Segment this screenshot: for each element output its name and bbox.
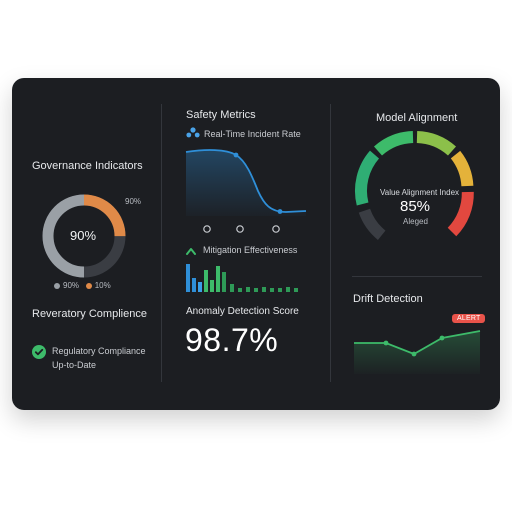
incident-rate-label: Real-Time Incident Rate (204, 129, 301, 139)
incident-rate-chart (185, 149, 307, 216)
mitigation-bar-5 (210, 280, 214, 292)
gauge-label: Value Alignment Index (380, 188, 460, 197)
mitigation-bar-chart (186, 264, 298, 292)
pagination-dot-3 (272, 225, 280, 233)
gauge-segment-2 (355, 150, 380, 206)
pagination-dots (203, 225, 280, 233)
incident-area (186, 150, 306, 216)
donut-center-value: 90% (70, 228, 97, 243)
mitigation-bar-6 (216, 266, 220, 292)
pagination-dot-1 (203, 225, 211, 233)
mitigation-bar-1 (186, 264, 190, 292)
gauge-segment-4 (416, 131, 457, 156)
legend-dot-primary (54, 282, 60, 289)
mitigation-bar-4 (204, 270, 208, 292)
compliance-item-status: Up-to-Date (52, 360, 97, 370)
legend-item-primary: 90% (54, 281, 79, 290)
legend-label-accent: 10% (94, 281, 111, 290)
governance-legend: 90% 10% (54, 281, 111, 290)
divider-right-horizontal (352, 276, 482, 277)
safety-title: Safety Metrics (186, 109, 256, 121)
gauge-value: 85% (400, 198, 431, 215)
alert-badge: ALERT (452, 314, 486, 323)
gauge-segment-3 (373, 131, 414, 156)
mitigation-bar-3 (198, 282, 202, 292)
donut-accent-segment (42, 194, 126, 278)
mitigation-bar-8 (230, 284, 234, 292)
anomaly-title: Anomaly Detection Score (186, 306, 299, 317)
governance-title: Governance Indicators (32, 160, 143, 172)
compliance-item-label: Regulatory Compliance (52, 346, 146, 356)
mitigation-bar-7 (222, 272, 226, 292)
drift-chart (354, 330, 481, 374)
drift-title: Drift Detection (353, 293, 423, 305)
mitigation-bar-9 (238, 288, 242, 292)
mitigation-bar-16 (294, 288, 298, 292)
mitigation-bar-13 (270, 288, 274, 292)
mitigation-bar-12 (262, 287, 266, 292)
divider-left (161, 104, 162, 382)
legend-item-accent: 10% (85, 281, 111, 290)
dashboard-card: Governance Indicators 90% 90% 90% 10% Re… (12, 78, 500, 410)
drift-point-2 (411, 351, 417, 357)
incident-point-1 (233, 152, 239, 158)
pagination-dot-2 (236, 225, 244, 233)
mitigation-bar-10 (246, 287, 250, 292)
mitigation-label: Mitigation Effectiveness (203, 245, 298, 255)
incident-line (185, 149, 307, 213)
drift-point-3 (439, 335, 445, 341)
drift-point-1 (383, 340, 389, 346)
governance-donut (42, 194, 126, 278)
users-icon (186, 127, 200, 138)
gauge-segment-6 (447, 191, 474, 237)
gauge-segment-1 (358, 208, 386, 240)
alignment-gauge (355, 131, 474, 240)
mitigation-bar-11 (254, 288, 258, 292)
alignment-title: Model Alignment (376, 112, 458, 124)
divider-right (330, 104, 331, 382)
gauge-segment-5 (450, 150, 474, 187)
mitigation-bar-2 (192, 278, 196, 292)
anomaly-score-value: 98.7% (185, 322, 279, 358)
incident-point-2 (277, 209, 283, 214)
check-circle-icon (32, 345, 46, 359)
compliance-title: Reveratory Complience (32, 308, 147, 320)
legend-dot-accent (85, 282, 92, 289)
mitigation-bar-15 (286, 287, 290, 292)
gauge-sublabel: Aleged (403, 217, 428, 226)
donut-side-label: 90% (125, 197, 142, 206)
chevron-up-icon (186, 248, 196, 255)
mitigation-bar-14 (278, 288, 282, 292)
legend-label-primary: 90% (63, 281, 80, 290)
